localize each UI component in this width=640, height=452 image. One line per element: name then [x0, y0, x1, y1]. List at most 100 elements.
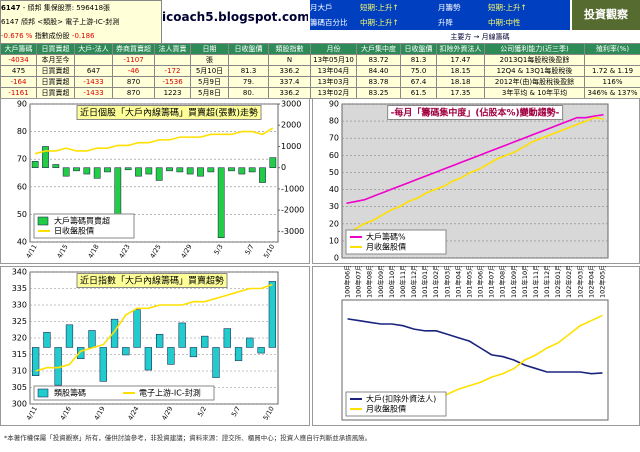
- table-cell: 84.40: [356, 65, 401, 77]
- table-cell: -46: [112, 65, 155, 77]
- y-tick-label: 305: [12, 383, 27, 392]
- logo: 投資觀察: [572, 0, 640, 30]
- table-cell: 3年平均 & 10年平均: [484, 87, 585, 99]
- x-tick-label: 102年02月: [564, 266, 573, 298]
- table-cell: 337.4: [268, 76, 311, 88]
- table-row: 13年05月10 83.72 81.3 17.47 2013Q1每股稅後盈餘: [310, 54, 640, 66]
- y-tick-label: 70: [17, 155, 27, 164]
- index-label: 指數成份股: [34, 32, 70, 40]
- right-table: 月份 大戶集中度 日收盤價 扣除外資法人 公司獲利能力(近三季) 殖利率(%) 13年05月…: [310, 43, 640, 99]
- chart-panel: 0 10 20 30 40 50 60 70 80 90 -每月「籌碼集中度」(佔股本%)變動趨勢-…: [312, 98, 640, 264]
- bar: [144, 347, 152, 371]
- bar: [62, 167, 70, 177]
- table-cell: 17.47: [436, 54, 485, 66]
- x-tick-label: 102年01月: [553, 266, 562, 298]
- table-cell: 647: [74, 65, 113, 77]
- bar: [43, 332, 51, 348]
- y2-tick-label: 0: [281, 163, 286, 172]
- title-box: [76, 273, 228, 288]
- bar: [73, 167, 80, 172]
- table-cell: [584, 54, 640, 66]
- chart-title: 近日個股「大戶內線籌碼」買賣超(張數)走勢: [80, 107, 258, 119]
- trend-cell: 短期:上升↑: [488, 3, 527, 12]
- y-tick-label: 50: [329, 168, 339, 177]
- y-tick-label: 70: [329, 134, 339, 143]
- table-cell: 日買賣超: [36, 76, 75, 88]
- table-cell: 本月至今: [36, 54, 75, 66]
- x-tick-label: 101年11月: [531, 266, 540, 298]
- x-tick-label: 101年05月: [464, 266, 473, 298]
- trend-cell: 升降: [438, 18, 453, 27]
- table-cell: 116%: [584, 76, 640, 88]
- line: [346, 116, 604, 235]
- bar: [156, 333, 164, 348]
- line: [34, 127, 274, 155]
- table-cell: 67.4: [400, 76, 437, 88]
- bar: [166, 167, 173, 172]
- x-tick-label: 101年06月: [476, 266, 485, 298]
- bar: [217, 167, 225, 239]
- x-tick-label: 102年05月: [597, 266, 606, 298]
- bar: [259, 167, 266, 183]
- bar: [77, 347, 85, 359]
- table-cell: 2012年(由)每股稅後盈餘: [484, 76, 585, 88]
- y2-tick-label: 1000: [281, 142, 301, 151]
- table-cell: 類股指數: [268, 43, 311, 55]
- table-cell: 75.0: [400, 65, 437, 77]
- y-tick-label: 340: [12, 268, 27, 277]
- bar: [223, 328, 231, 348]
- table-cell: -1433: [74, 76, 113, 88]
- table-cell: 法人買賣: [154, 43, 191, 55]
- line: [347, 318, 603, 375]
- x-tick-label: 101年02月: [431, 266, 440, 298]
- title-box: [387, 105, 564, 120]
- table-cell: 83.25: [356, 87, 401, 99]
- legend-label: 大戶籌碼買賣超: [54, 216, 110, 226]
- bar: [31, 161, 39, 168]
- bar: [133, 309, 141, 348]
- bar: [189, 347, 198, 358]
- y-tick-label: 310: [12, 367, 27, 376]
- table-cell: [228, 54, 269, 66]
- table-row: 月份 大戶集中度 日收盤價 扣除外資法人 公司獲利能力(近三季) 殖利率(%): [310, 43, 640, 55]
- trend-cell: 中期:中性: [488, 18, 521, 27]
- bar: [248, 167, 256, 173]
- table-cell: 83.72: [356, 54, 401, 66]
- left-table: 大戶籌碼 日買賣超 大戶-法人 券商買賣超 法人買賣 日期 日收盤價 類股指數 -4034 本月至…: [0, 43, 311, 99]
- bar: [88, 330, 96, 348]
- y-tick-label: 330: [12, 301, 27, 310]
- table-row: -164 日買賣超 -1433 870 -1536 5月9日 79. 337.4: [0, 76, 311, 88]
- y-tick-label: 60: [329, 151, 339, 160]
- bar: [268, 281, 276, 348]
- x-tick-label: 100年09月: [376, 266, 385, 298]
- y2-tick-label: 3000: [281, 100, 301, 109]
- table-cell: 日買賣超: [36, 87, 75, 99]
- table-cell: 5月9日: [190, 76, 229, 88]
- bar: [93, 167, 101, 179]
- table-cell: 殖利率(%): [584, 43, 640, 55]
- bar: [124, 167, 132, 171]
- table-cell: 張: [190, 54, 229, 66]
- table-cell: [154, 54, 191, 66]
- table-row: 13年02月 83.25 61.5 17.35 3年平均 & 10年平均 346% & 1…: [310, 87, 640, 99]
- table-cell: 扣除外資法人: [436, 43, 485, 55]
- bar: [269, 157, 277, 168]
- x-tick-label: 102年03月: [575, 266, 584, 298]
- bar: [186, 167, 194, 175]
- legend-label: 月收盤股價: [366, 242, 406, 252]
- y-tick-label: 10: [329, 236, 339, 245]
- bar: [167, 347, 175, 365]
- trend-cell: 月籌勢: [438, 3, 461, 12]
- table-cell: 80.: [228, 87, 269, 99]
- legend-label: 月收盤股價: [366, 404, 406, 414]
- y-tick-label: 50: [17, 210, 27, 219]
- table-cell: 大戶籌碼: [0, 43, 37, 55]
- legend-box: [33, 213, 135, 239]
- y-tick-label: 20: [329, 219, 339, 228]
- legend-label: 大戶(扣除外資法人): [366, 394, 436, 404]
- table-cell: 13年03月: [310, 76, 357, 88]
- trend-cell: 短期:上升↑: [360, 3, 399, 12]
- table-cell: 13年05月10: [310, 54, 357, 66]
- table-cell: 346% & 137%: [584, 87, 640, 99]
- trend-cell: 中期:上升↑: [360, 18, 399, 27]
